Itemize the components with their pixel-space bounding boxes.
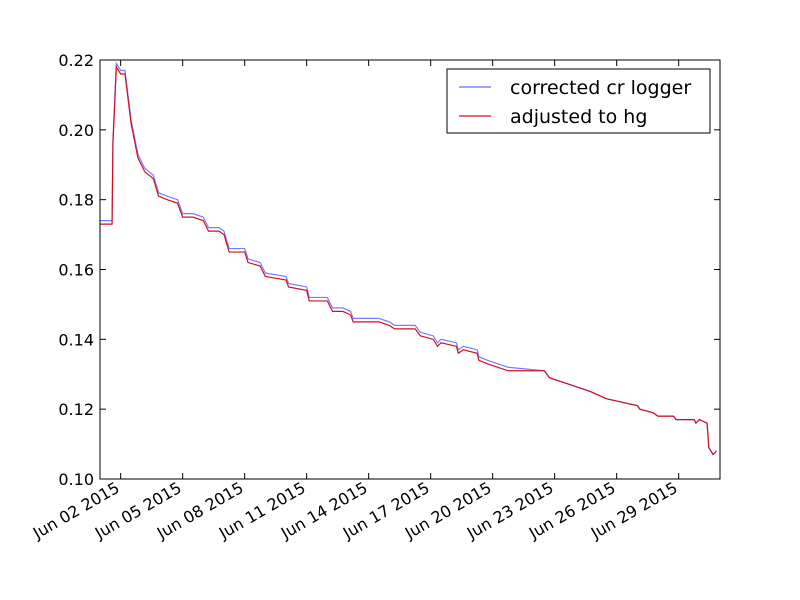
legend-box (446, 68, 711, 134)
y-tick-label: 0.16 (58, 261, 94, 280)
legend: corrected cr logger adjusted to hg (446, 68, 711, 134)
y-tick-label: 0.12 (58, 400, 94, 419)
y-tick-label: 0.20 (58, 121, 94, 140)
series-line-2 (100, 65, 717, 456)
y-axis: 0.10 0.12 0.14 0.16 0.18 0.20 0.22 (58, 51, 720, 489)
legend-label-1: corrected cr logger (510, 77, 691, 99)
y-tick-label: 0.10 (58, 470, 94, 489)
y-tick-label: 0.22 (58, 51, 94, 70)
y-tick-label: 0.14 (58, 330, 94, 349)
series-layer (100, 61, 717, 456)
y-tick-label: 0.18 (58, 191, 94, 210)
legend-label-2: adjusted to hg (510, 106, 647, 128)
